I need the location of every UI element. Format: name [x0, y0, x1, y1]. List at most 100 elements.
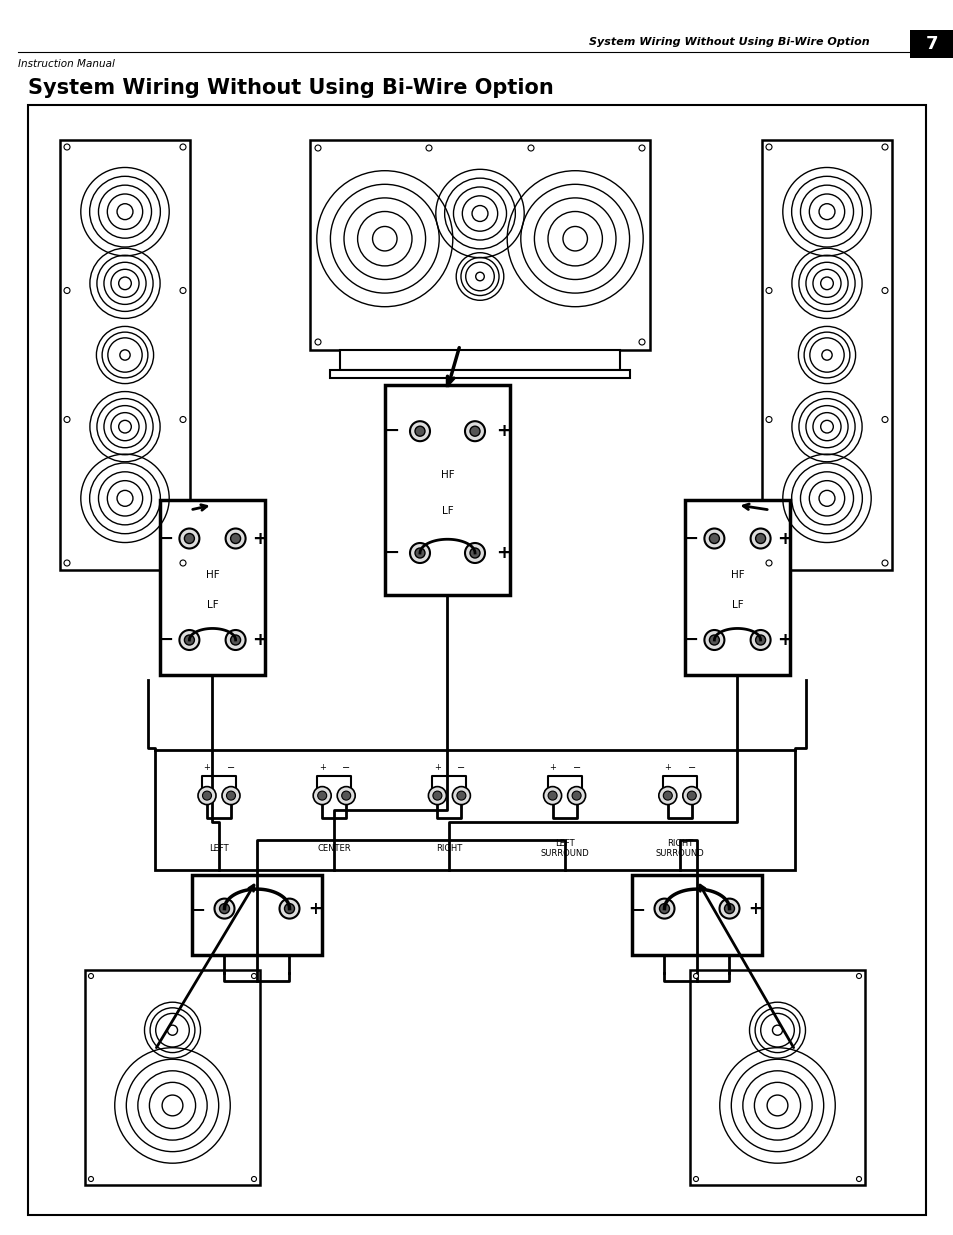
Circle shape [226, 792, 235, 800]
Text: +: + [318, 763, 325, 772]
Circle shape [856, 973, 861, 978]
Circle shape [433, 792, 441, 800]
Circle shape [341, 792, 351, 800]
Circle shape [693, 1177, 698, 1182]
Text: −: − [342, 762, 350, 773]
Circle shape [686, 792, 696, 800]
Circle shape [639, 144, 644, 151]
Circle shape [284, 904, 294, 914]
Circle shape [750, 630, 770, 650]
Text: −: − [682, 631, 697, 650]
Bar [85, 969, 260, 1186]
Text: +: + [777, 631, 791, 650]
Circle shape [882, 144, 887, 149]
Circle shape [314, 338, 320, 345]
Text: +: + [252, 631, 267, 650]
Text: −: − [157, 530, 172, 547]
Bar [196, 881, 327, 960]
Text: LF: LF [731, 600, 742, 610]
Circle shape [659, 904, 669, 914]
Bar [385, 385, 510, 595]
Circle shape [755, 534, 765, 543]
Circle shape [709, 534, 719, 543]
Circle shape [543, 787, 561, 804]
Circle shape [198, 787, 215, 804]
Circle shape [89, 973, 93, 978]
Circle shape [765, 559, 771, 566]
Bar [637, 881, 766, 960]
Text: +: + [777, 530, 791, 547]
Circle shape [225, 630, 245, 650]
Circle shape [231, 635, 240, 645]
Text: −: − [687, 762, 695, 773]
Circle shape [723, 904, 734, 914]
Circle shape [252, 973, 256, 978]
Text: HF: HF [440, 471, 454, 480]
Circle shape [428, 787, 446, 804]
Circle shape [567, 787, 585, 804]
Circle shape [470, 426, 479, 436]
Circle shape [765, 416, 771, 422]
Circle shape [313, 787, 331, 804]
Text: LEFT
SURROUND: LEFT SURROUND [539, 839, 588, 858]
Bar [909, 30, 953, 58]
Text: LEFT: LEFT [209, 844, 229, 853]
Text: −: − [456, 762, 465, 773]
Circle shape [659, 787, 676, 804]
Text: −: − [157, 631, 172, 650]
Text: −: − [682, 530, 697, 547]
Text: +: + [663, 763, 671, 772]
Circle shape [89, 1177, 93, 1182]
Circle shape [719, 899, 739, 919]
Text: +: + [308, 899, 322, 918]
Bar [689, 505, 794, 680]
Circle shape [184, 534, 194, 543]
Text: −: − [227, 762, 234, 773]
Circle shape [464, 543, 484, 563]
Text: Instruction Manual: Instruction Manual [18, 59, 114, 69]
Bar [60, 140, 190, 571]
Bar [165, 505, 270, 680]
Circle shape [180, 144, 186, 149]
Circle shape [882, 559, 887, 566]
Circle shape [750, 529, 770, 548]
Circle shape [882, 288, 887, 294]
Text: LF: LF [207, 600, 218, 610]
Circle shape [410, 543, 430, 563]
Bar [160, 500, 265, 676]
Text: +: + [496, 543, 511, 562]
Circle shape [231, 534, 240, 543]
Text: −: − [383, 543, 398, 562]
Circle shape [456, 792, 465, 800]
Circle shape [410, 421, 430, 441]
Circle shape [64, 288, 70, 294]
Text: +: + [748, 899, 761, 918]
Circle shape [336, 787, 355, 804]
Circle shape [639, 338, 644, 345]
Circle shape [693, 973, 698, 978]
Text: +: + [252, 530, 267, 547]
Circle shape [703, 630, 723, 650]
Circle shape [314, 144, 320, 151]
Bar [390, 390, 515, 600]
Circle shape [856, 1177, 861, 1182]
Bar [28, 105, 925, 1215]
Circle shape [64, 416, 70, 422]
Bar [689, 969, 864, 1186]
Circle shape [548, 792, 557, 800]
Text: −: − [192, 899, 205, 918]
Circle shape [179, 630, 199, 650]
Circle shape [654, 899, 674, 919]
Circle shape [415, 548, 424, 558]
Circle shape [214, 899, 234, 919]
Circle shape [527, 144, 534, 151]
Bar [154, 750, 794, 869]
Bar [761, 140, 891, 571]
Bar [631, 876, 761, 955]
Circle shape [317, 792, 326, 800]
Circle shape [64, 144, 70, 149]
Circle shape [219, 904, 230, 914]
Text: HF: HF [730, 571, 743, 580]
Circle shape [222, 787, 240, 804]
Circle shape [882, 416, 887, 422]
